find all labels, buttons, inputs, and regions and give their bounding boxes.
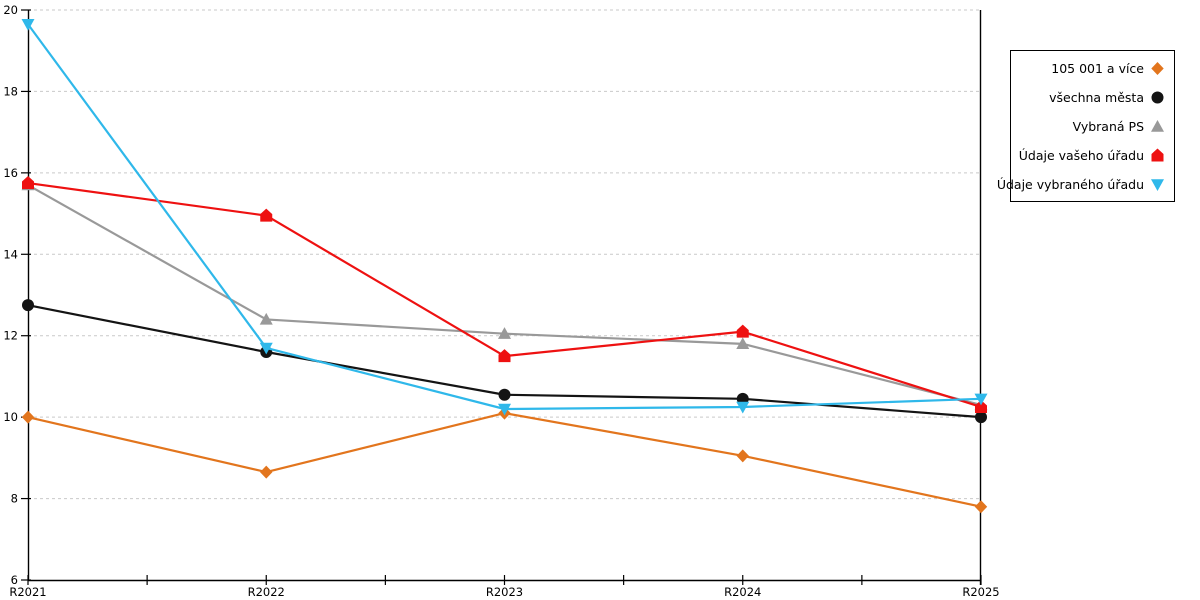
diamond-marker-icon [736, 449, 749, 463]
x-tick-label: R2024 [724, 585, 761, 599]
x-tick-label: R2025 [962, 585, 999, 599]
triangle-up-marker-icon [498, 327, 511, 339]
y-tick-label: 16 [3, 166, 18, 180]
gridlines [28, 9, 981, 500]
x-axis-ticks: R2021 R2022 R2023 R2024 R2025 [9, 575, 1000, 599]
triangle-up-icon [1151, 119, 1164, 132]
y-tick-label: 12 [3, 329, 18, 343]
triangle-up-marker-icon [736, 337, 750, 350]
legend-item-4: Údaje vybraného úřadu [997, 170, 1165, 199]
legend-label: Vybraná PS [1072, 118, 1144, 134]
legend-label: 105 001 a více [1051, 60, 1144, 76]
legend-label: Údaje vašeho úřadu [1018, 147, 1144, 163]
chart-legend: 105 001 a více všechna města Vybraná PS Úda… [997, 50, 1175, 202]
legend-item-2: Vybraná PS [1017, 112, 1165, 141]
circle-icon [1151, 91, 1164, 103]
series-0 [21, 406, 988, 514]
circle-marker-icon [498, 388, 511, 401]
y-tick-label: 8 [11, 492, 18, 506]
x-tick-label: R2023 [486, 585, 523, 599]
legend-item-1: všechna města [1017, 83, 1165, 112]
legend-item-0: 105 001 a více [1017, 54, 1165, 83]
legend-item-3: Údaje vašeho úřadu [1017, 141, 1165, 170]
pentagon-marker-icon [736, 324, 749, 338]
pentagon-icon [1151, 148, 1164, 161]
triangle-down-marker-icon [974, 393, 988, 406]
diamond-marker-icon [260, 465, 273, 479]
pentagon-marker-icon [22, 176, 34, 190]
triangle-down-marker-icon [736, 401, 750, 414]
circle-marker-icon [22, 299, 34, 312]
diamond-icon [1151, 61, 1164, 75]
y-tick-label: 6 [11, 573, 18, 587]
y-tick-label: 10 [3, 410, 18, 424]
y-tick-label: 14 [3, 247, 18, 261]
diamond-marker-icon [21, 410, 35, 424]
diamond-marker-icon [974, 500, 988, 514]
y-tick-label: 20 [3, 3, 18, 17]
triangle-up-marker-icon [259, 312, 273, 325]
triangle-down-marker-icon [259, 342, 273, 355]
triangle-down-marker-icon [21, 19, 35, 31]
triangle-down-marker-icon [498, 403, 511, 416]
series-line [26, 411, 983, 508]
y-tick-label: 18 [3, 84, 18, 98]
pentagon-marker-icon [498, 349, 511, 363]
pentagon-marker-icon [260, 208, 273, 222]
series-3 [22, 176, 987, 413]
series-4 [21, 19, 988, 416]
legend-label: Údaje vybraného úřadu [996, 176, 1144, 192]
x-tick-label: R2021 [9, 585, 46, 599]
x-tick-label: R2022 [248, 585, 285, 599]
circle-marker-icon [975, 411, 987, 424]
pentagon-marker-icon [975, 399, 987, 413]
triangle-down-icon [1151, 178, 1164, 191]
y-axis-ticks: 6 8 10 12 14 16 18 20 [3, 3, 31, 587]
legend-label: všechna města [1049, 89, 1144, 105]
